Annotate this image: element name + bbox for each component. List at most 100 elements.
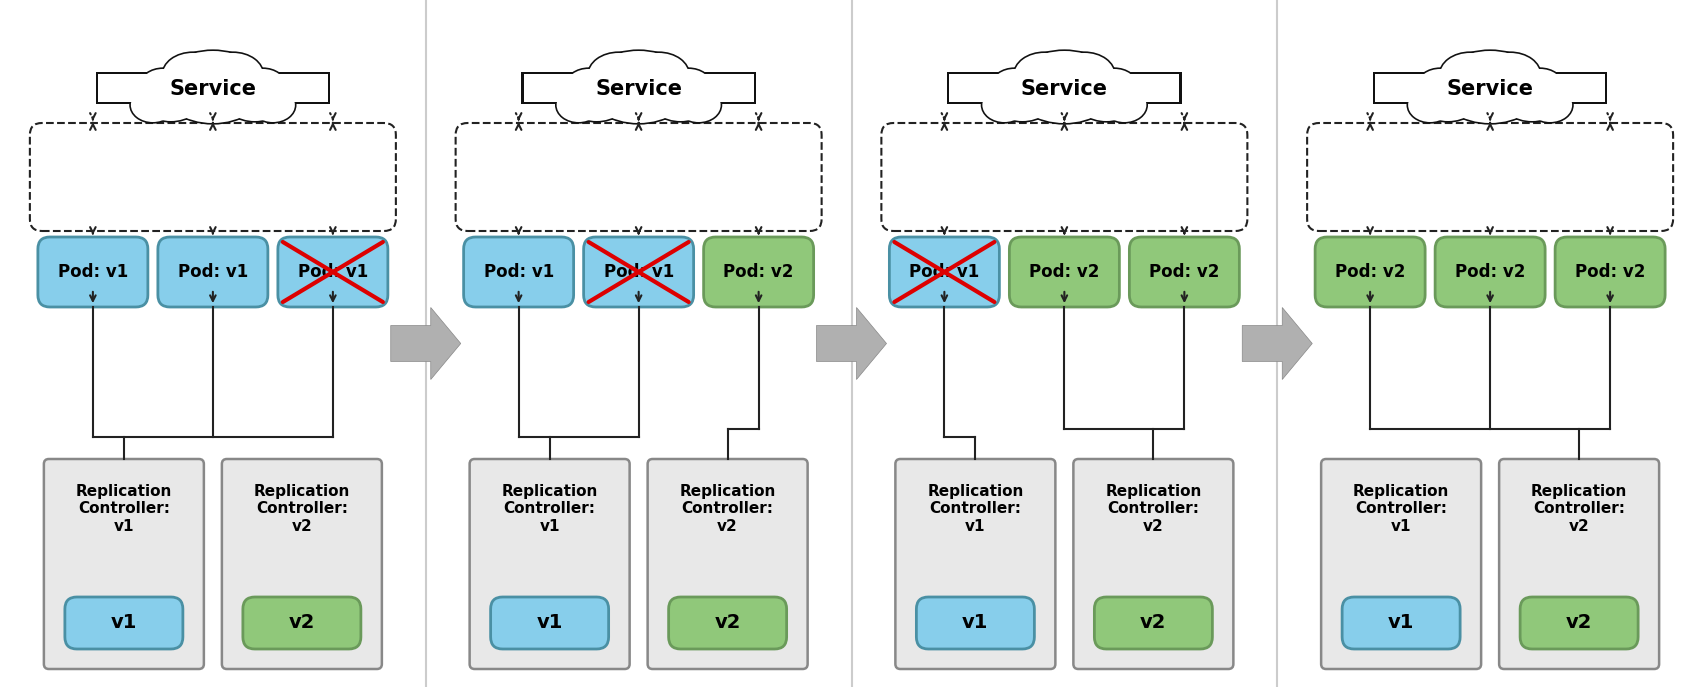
Ellipse shape — [1015, 53, 1075, 97]
Ellipse shape — [676, 88, 720, 122]
Ellipse shape — [201, 52, 264, 99]
Text: Replication
Controller:
v2: Replication Controller: v2 — [1531, 484, 1628, 534]
Ellipse shape — [223, 73, 286, 121]
Ellipse shape — [1478, 52, 1541, 99]
Bar — [1373, 72, 1608, 104]
Ellipse shape — [557, 88, 601, 122]
Text: Pod: v1: Pod: v1 — [298, 263, 368, 281]
Text: Replication
Controller:
v1: Replication Controller: v1 — [501, 484, 598, 534]
Ellipse shape — [983, 88, 1027, 122]
FancyBboxPatch shape — [1499, 459, 1659, 669]
Bar — [97, 74, 329, 102]
Text: v1: v1 — [111, 613, 136, 633]
Ellipse shape — [1417, 67, 1465, 102]
Text: v2: v2 — [715, 613, 741, 633]
Ellipse shape — [131, 88, 175, 122]
FancyBboxPatch shape — [37, 237, 148, 307]
Ellipse shape — [140, 67, 187, 102]
Ellipse shape — [240, 69, 284, 101]
Ellipse shape — [666, 69, 710, 101]
Bar — [1374, 74, 1606, 102]
Text: Service: Service — [1446, 79, 1534, 99]
Ellipse shape — [1436, 49, 1545, 124]
FancyBboxPatch shape — [463, 237, 574, 307]
Ellipse shape — [1516, 67, 1563, 102]
Text: Service: Service — [594, 79, 683, 99]
FancyBboxPatch shape — [44, 459, 204, 669]
Text: Replication
Controller:
v1: Replication Controller: v1 — [1352, 484, 1449, 534]
Ellipse shape — [138, 71, 204, 123]
Text: v2: v2 — [1141, 613, 1167, 633]
Ellipse shape — [1415, 71, 1482, 123]
Ellipse shape — [1417, 73, 1480, 121]
Ellipse shape — [1012, 51, 1117, 123]
Ellipse shape — [586, 51, 691, 123]
Text: v1: v1 — [962, 613, 988, 633]
Bar — [947, 72, 1182, 104]
Text: v2: v2 — [290, 613, 315, 633]
Ellipse shape — [1010, 49, 1119, 124]
Text: Pod: v2: Pod: v2 — [724, 263, 794, 281]
Text: Replication
Controller:
v2: Replication Controller: v2 — [1105, 484, 1202, 534]
Ellipse shape — [250, 88, 295, 122]
Ellipse shape — [991, 67, 1039, 102]
FancyBboxPatch shape — [1073, 459, 1233, 669]
Ellipse shape — [567, 69, 611, 101]
Text: Pod: v1: Pod: v1 — [909, 263, 979, 281]
Ellipse shape — [1437, 51, 1543, 123]
FancyBboxPatch shape — [158, 237, 267, 307]
Ellipse shape — [565, 73, 628, 121]
Polygon shape — [1241, 308, 1313, 379]
Text: Pod: v1: Pod: v1 — [603, 263, 674, 281]
Text: Pod: v2: Pod: v2 — [1454, 263, 1526, 281]
Ellipse shape — [1092, 69, 1136, 101]
Text: Pod: v1: Pod: v1 — [484, 263, 553, 281]
Ellipse shape — [664, 67, 712, 102]
Ellipse shape — [1480, 53, 1540, 97]
Ellipse shape — [555, 87, 603, 124]
Text: v1: v1 — [536, 613, 562, 633]
FancyBboxPatch shape — [470, 459, 630, 669]
Polygon shape — [390, 308, 462, 379]
FancyBboxPatch shape — [1555, 237, 1666, 307]
Ellipse shape — [162, 52, 225, 99]
Polygon shape — [816, 308, 887, 379]
FancyBboxPatch shape — [1322, 459, 1482, 669]
FancyBboxPatch shape — [584, 237, 693, 307]
FancyBboxPatch shape — [703, 237, 814, 307]
Ellipse shape — [588, 52, 651, 99]
Text: v1: v1 — [1388, 613, 1413, 633]
FancyBboxPatch shape — [669, 597, 787, 649]
Ellipse shape — [1075, 73, 1138, 121]
Ellipse shape — [249, 87, 296, 124]
Ellipse shape — [647, 71, 714, 123]
Text: Service: Service — [169, 79, 257, 99]
Ellipse shape — [628, 53, 688, 97]
FancyBboxPatch shape — [490, 597, 608, 649]
Text: Replication
Controller:
v1: Replication Controller: v1 — [75, 484, 172, 534]
Ellipse shape — [674, 87, 722, 124]
Ellipse shape — [1419, 69, 1463, 101]
FancyBboxPatch shape — [1342, 597, 1459, 649]
FancyBboxPatch shape — [1436, 237, 1545, 307]
Ellipse shape — [238, 67, 286, 102]
Ellipse shape — [163, 53, 223, 97]
Ellipse shape — [1054, 53, 1114, 97]
Bar — [949, 74, 1180, 102]
Text: Pod: v1: Pod: v1 — [177, 263, 249, 281]
Ellipse shape — [1100, 87, 1148, 124]
Text: Pod: v1: Pod: v1 — [58, 263, 128, 281]
Text: v2: v2 — [1567, 613, 1592, 633]
Ellipse shape — [1102, 88, 1146, 122]
FancyBboxPatch shape — [647, 459, 807, 669]
Ellipse shape — [989, 71, 1056, 123]
Ellipse shape — [1500, 73, 1563, 121]
Ellipse shape — [160, 51, 266, 123]
Ellipse shape — [993, 69, 1037, 101]
Ellipse shape — [649, 73, 712, 121]
FancyBboxPatch shape — [221, 459, 381, 669]
Ellipse shape — [140, 73, 203, 121]
Ellipse shape — [1528, 88, 1572, 122]
Ellipse shape — [158, 49, 267, 124]
Ellipse shape — [1013, 52, 1076, 99]
